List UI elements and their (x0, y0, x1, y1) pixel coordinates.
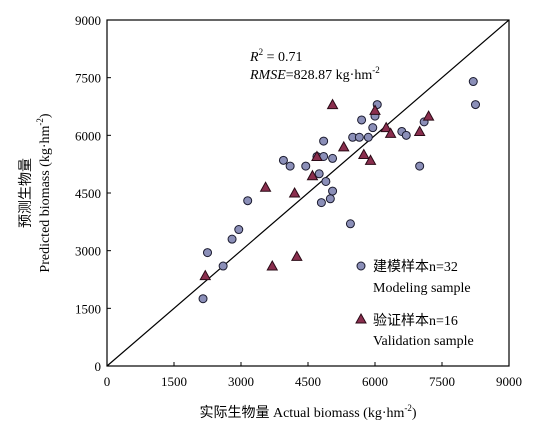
modeling-sample-point (357, 115, 367, 125)
modeling-sample-point (316, 198, 326, 208)
x-tick-label: 1500 (161, 374, 187, 389)
legend-modeling-label-en: Modeling sample (373, 281, 471, 296)
legend-validation-marker (355, 312, 367, 324)
legend: 建模样本n=32 Modeling sample 验证样本n=16 Valida… (355, 259, 474, 349)
x-tick-label: 4500 (295, 374, 321, 389)
modeling-sample-point (243, 196, 253, 206)
y-tick-label: 6000 (75, 128, 101, 143)
y-axis-title-cn: 预测生物量 (18, 158, 34, 228)
modeling-sample-point (314, 169, 324, 179)
modeling-sample-point (325, 194, 335, 204)
validation-sample-point (380, 121, 393, 133)
modeling-sample-point (363, 132, 373, 142)
y-tick-label: 3000 (75, 244, 101, 259)
x-tick-label: 9000 (496, 374, 522, 389)
legend-validation-label-en: Validation sample (373, 334, 474, 349)
r2-annotation: R2 = 0.71 (249, 47, 302, 65)
modeling-sample-point (319, 136, 329, 146)
validation-sample-point (384, 127, 397, 138)
validation-sample-point (364, 154, 377, 165)
validation-sample-point (290, 250, 303, 261)
modeling-sample-point (328, 153, 338, 163)
x-tick-label: 3000 (228, 374, 254, 389)
y-axis-ticks: 0 1500 3000 4500 6000 7500 9000 (75, 13, 111, 374)
y-tick-label: 0 (95, 359, 102, 374)
modeling-sample-point (368, 123, 378, 133)
validation-sample-point (413, 125, 426, 136)
modeling-sample-point (218, 261, 228, 271)
modeling-sample-point (285, 161, 295, 171)
y-tick-label: 7500 (75, 71, 101, 86)
modeling-sample-point (345, 219, 355, 229)
modeling-sample-point (468, 77, 478, 87)
modeling-sample-point (227, 234, 237, 244)
x-tick-label: 7500 (429, 374, 455, 389)
modeling-sample-point (401, 130, 411, 140)
validation-sample-point (266, 260, 279, 271)
validation-sample-point (326, 98, 339, 110)
rmse-annotation: RMSE=828.87 kg·hm-2 (249, 65, 380, 83)
x-tick-label: 0 (104, 374, 111, 389)
one-to-one-line (106, 19, 510, 367)
data-points (198, 77, 480, 304)
x-axis-title: 实际生物量 Actual biomass (kg·hm-2) (199, 403, 416, 421)
modeling-sample-point (301, 161, 311, 171)
y-tick-label: 9000 (75, 13, 101, 28)
modeling-sample-point (198, 294, 208, 304)
y-axis-title-en: Predicted biomass (kg·hm-2) (35, 113, 53, 272)
modeling-sample-point (354, 132, 364, 142)
modeling-sample-point (203, 248, 212, 258)
validation-sample-point (357, 148, 370, 160)
x-axis-ticks: 0 1500 3000 4500 6000 7500 9000 (104, 362, 522, 389)
y-tick-label: 4500 (75, 186, 101, 201)
modeling-sample-point (415, 161, 425, 171)
validation-sample-point (259, 181, 272, 192)
reference-line-group (106, 19, 510, 367)
modeling-sample-point (321, 176, 331, 186)
validation-sample-point (288, 186, 301, 198)
validation-sample-point (311, 150, 323, 161)
validation-sample-point (199, 269, 212, 281)
validation-sample-point (337, 140, 350, 152)
x-tick-label: 6000 (362, 374, 388, 389)
validation-sample-point (422, 110, 435, 121)
validation-sample-point (369, 104, 381, 115)
legend-validation-label-cn: 验证样本n=16 (373, 313, 458, 329)
y-tick-label: 1500 (75, 301, 101, 316)
modeling-sample-point (278, 155, 288, 165)
validation-sample-point (306, 169, 319, 181)
modeling-sample-point (471, 100, 480, 110)
modeling-sample-point (328, 186, 338, 196)
modeling-sample-point (234, 225, 244, 235)
legend-modeling-label-cn: 建模样本n=32 (373, 259, 458, 275)
legend-modeling-marker (356, 261, 366, 271)
